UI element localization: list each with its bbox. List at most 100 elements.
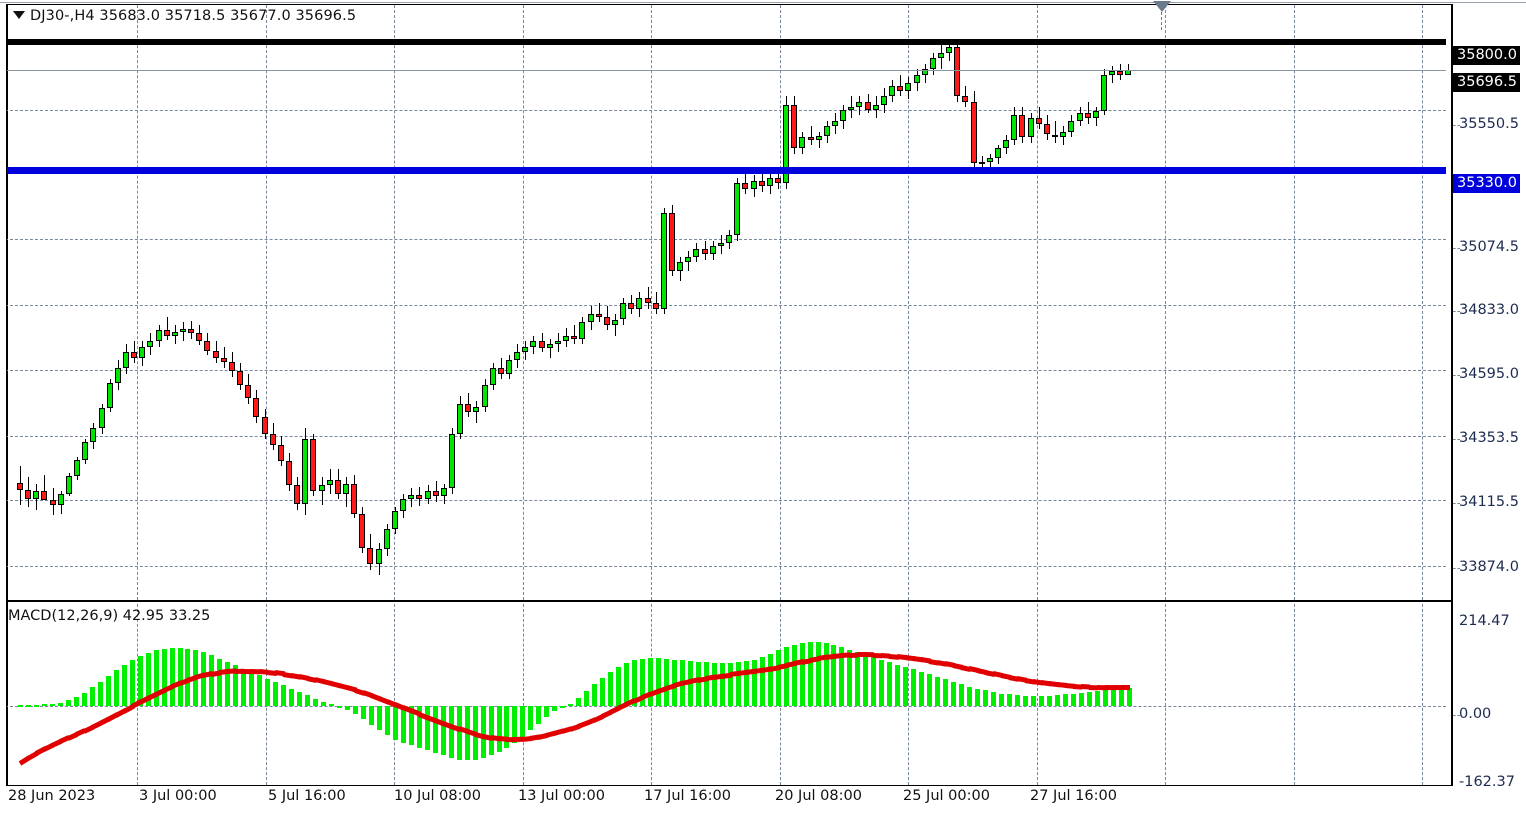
candle-bullish bbox=[383, 528, 390, 550]
time-gridline bbox=[651, 5, 652, 600]
candle-bearish bbox=[465, 403, 472, 412]
macd-histogram-bar bbox=[201, 652, 207, 706]
candle-bearish bbox=[212, 350, 219, 358]
support-line-35330[interactable] bbox=[7, 166, 1446, 174]
candle-bullish bbox=[937, 52, 944, 59]
macd-histogram-bar bbox=[600, 677, 606, 706]
macd-histogram-bar bbox=[177, 647, 183, 706]
chart-marker-triangle-down-icon[interactable] bbox=[1153, 1, 1171, 12]
macd-histogram-bar bbox=[1006, 694, 1012, 706]
candle-bullish bbox=[90, 428, 97, 442]
candle-bullish bbox=[400, 499, 407, 512]
macd-histogram-bar bbox=[656, 657, 662, 706]
macd-histogram-bar bbox=[161, 648, 167, 706]
macd-histogram-bar bbox=[727, 662, 733, 706]
candle-bearish bbox=[204, 341, 211, 351]
candle-bullish bbox=[1060, 131, 1067, 138]
price-tick-dash bbox=[1453, 568, 1460, 569]
candle-bullish bbox=[147, 341, 154, 347]
time-axis-label: 13 Jul 00:00 bbox=[518, 788, 605, 804]
candle-bullish bbox=[1027, 118, 1034, 138]
candle-bearish bbox=[294, 485, 301, 505]
candle-bullish bbox=[318, 485, 325, 491]
candle-bullish bbox=[783, 104, 790, 184]
time-gridline bbox=[394, 604, 395, 785]
macd-histogram-bar bbox=[1070, 693, 1076, 706]
macd-histogram-bar bbox=[640, 658, 646, 706]
time-axis[interactable]: 28 Jun 2023 3 Jul 00:00 5 Jul 16:00 10 Jul … bbox=[0, 788, 1526, 813]
candle-bullish bbox=[391, 511, 398, 529]
candle-bullish bbox=[1076, 112, 1083, 121]
candle-bearish bbox=[310, 439, 317, 491]
candle-bearish bbox=[269, 433, 276, 445]
candle-bullish bbox=[457, 403, 464, 434]
macd-histogram-bar bbox=[504, 706, 510, 748]
time-gridline bbox=[265, 5, 267, 600]
top-divider bbox=[0, 2, 1526, 3]
candle-bullish bbox=[1100, 74, 1107, 112]
price-tag-highlight[interactable]: 35800.0 bbox=[1453, 46, 1520, 65]
macd-histogram-bar bbox=[935, 676, 941, 706]
candle-bullish bbox=[889, 85, 896, 97]
macd-histogram-bar bbox=[775, 650, 781, 706]
macd-histogram-bar bbox=[297, 691, 303, 706]
candle-bearish bbox=[245, 384, 252, 399]
candle-wick bbox=[1128, 64, 1130, 76]
price-axis[interactable]: 35800.0 35696.5 35550.5 35330.0 35074.5 34833… bbox=[1453, 0, 1526, 813]
macd-histogram-bar bbox=[703, 662, 709, 706]
candle-wick bbox=[810, 126, 812, 146]
macd-indicator-pane[interactable] bbox=[7, 604, 1451, 785]
time-gridline bbox=[908, 604, 909, 785]
current-price-line-35696-5[interactable] bbox=[7, 70, 1446, 72]
macd-histogram-bar bbox=[49, 703, 55, 706]
candle-bearish bbox=[791, 104, 798, 149]
price-gridline bbox=[7, 435, 1446, 437]
candle-bearish bbox=[652, 303, 659, 309]
candle-bearish bbox=[595, 314, 602, 317]
candle-bullish bbox=[726, 235, 733, 244]
macd-histogram-bar bbox=[1022, 695, 1028, 706]
price-chart-pane[interactable] bbox=[7, 5, 1451, 600]
candle-bearish bbox=[571, 335, 578, 339]
macd-histogram-bar bbox=[113, 670, 119, 706]
candle-wick bbox=[574, 324, 576, 344]
candle-bullish bbox=[636, 297, 643, 309]
symbol-header[interactable]: DJ30-,H4 35683.0 35718.5 35677.0 35696.5 bbox=[13, 8, 356, 24]
macd-histogram-bar bbox=[967, 686, 973, 706]
macd-histogram-bar bbox=[313, 698, 319, 706]
candle-bullish bbox=[180, 329, 186, 332]
candle-bearish bbox=[1084, 112, 1091, 119]
candle-bullish bbox=[506, 360, 512, 374]
candle-wick bbox=[1112, 66, 1114, 83]
resistance-line-35800[interactable] bbox=[7, 39, 1446, 45]
macd-histogram-bar bbox=[544, 706, 550, 717]
macd-histogram-bar bbox=[337, 706, 342, 708]
triangle-down-icon[interactable] bbox=[13, 11, 25, 19]
candle-bearish bbox=[277, 444, 284, 461]
macd-histogram-bar bbox=[783, 647, 789, 706]
macd-histogram-bar bbox=[919, 671, 925, 706]
candle-bearish bbox=[253, 398, 260, 418]
macd-histogram-bar bbox=[448, 706, 454, 758]
candle-bearish bbox=[228, 361, 235, 372]
macd-header-label: MACD(12,26,9) 42.95 33.25 bbox=[8, 608, 211, 624]
macd-histogram-bar bbox=[560, 706, 566, 708]
candle-bullish bbox=[799, 137, 806, 149]
price-tag-support[interactable]: 35330.0 bbox=[1453, 174, 1520, 193]
macd-histogram-bar bbox=[998, 693, 1004, 706]
candle-bearish bbox=[359, 514, 366, 549]
candle-bullish bbox=[65, 475, 72, 494]
macd-histogram-bar bbox=[33, 704, 39, 707]
macd-histogram-bar bbox=[1102, 690, 1108, 706]
macd-histogram-bar bbox=[329, 704, 335, 707]
candle-bullish bbox=[98, 407, 105, 429]
price-axis-label: 34595.0 bbox=[1459, 366, 1519, 382]
macd-histogram-bar bbox=[129, 660, 135, 706]
macd-histogram-bar bbox=[480, 706, 486, 758]
candle-bullish bbox=[554, 341, 561, 344]
candle-wick bbox=[761, 167, 763, 192]
candle-bullish bbox=[563, 335, 570, 342]
candle-bearish bbox=[897, 85, 904, 91]
price-tag-highlight[interactable]: 35696.5 bbox=[1453, 73, 1520, 92]
